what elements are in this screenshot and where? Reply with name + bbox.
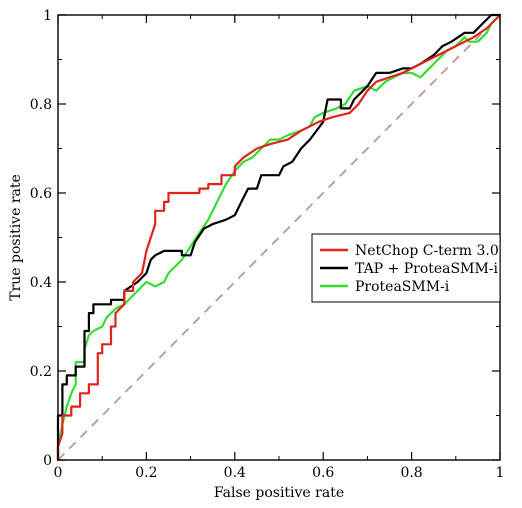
x-tick-label: 1 <box>496 465 505 481</box>
y-axis-title: True positive rate <box>8 174 24 301</box>
legend-label-netchop-c-term-3-0: NetChop C-term 3.0 <box>355 243 499 259</box>
x-tick-label: 0.2 <box>135 465 157 481</box>
y-tick-label: 1 <box>43 8 52 24</box>
x-tick-label: 0.8 <box>400 465 422 481</box>
legend-label-tap-proteasmm-i: TAP + ProteaSMM-i <box>355 261 499 277</box>
reference-diagonal-line <box>57 14 501 461</box>
legend: NetChop C-term 3.0 TAP + ProteaSMM-i Prote… <box>311 233 501 303</box>
series-line-proteasmm-i <box>56 13 502 462</box>
y-tick-label: 0.6 <box>30 186 52 202</box>
legend-label-proteasmm-i: ProteaSMM-i <box>355 279 450 295</box>
axis-ticks-group: 0 0.2 0.4 0.6 0.8 1 0 0.2 0.4 0.6 0.8 1 <box>30 8 505 481</box>
series-group <box>56 13 502 462</box>
series-line-netchop-c-term-3-0 <box>56 13 502 462</box>
x-tick-label: 0.4 <box>224 465 246 481</box>
y-tick-label: 0.2 <box>30 364 52 380</box>
y-tick-label: 0.4 <box>30 275 52 291</box>
series-line-tap-proteasmm-i <box>56 13 502 462</box>
x-axis-title: False positive rate <box>214 485 344 501</box>
y-tick-label: 0.8 <box>30 97 52 113</box>
x-tick-label: 0 <box>54 465 63 481</box>
y-tick-label: 0 <box>43 453 52 469</box>
x-tick-label: 0.6 <box>312 465 334 481</box>
reference-diagonal-group <box>57 14 501 461</box>
